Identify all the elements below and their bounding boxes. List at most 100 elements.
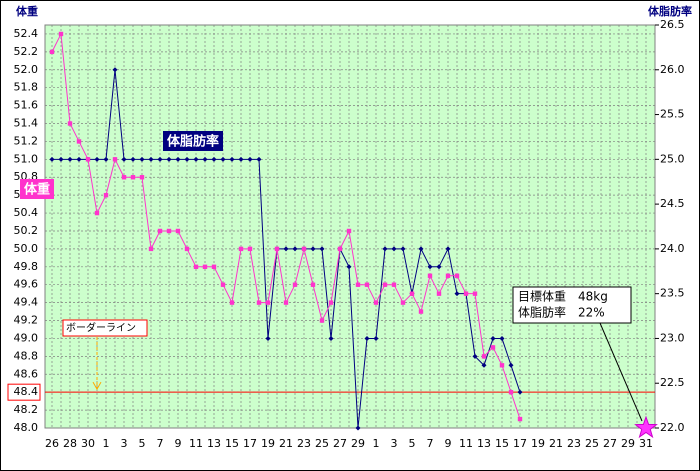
y-tick-label: 48.8 — [14, 349, 39, 362]
point — [85, 157, 91, 162]
y-tick-label: 48.6 — [14, 367, 39, 380]
point — [508, 389, 514, 395]
y2-tick-label: 23.0 — [660, 331, 685, 344]
point — [211, 264, 217, 269]
point — [472, 291, 478, 296]
legend-label: 体脂肪率 — [167, 134, 219, 150]
point — [247, 156, 253, 162]
target-label: 体脂肪率 22% — [518, 305, 605, 320]
point — [94, 156, 100, 162]
point — [481, 354, 487, 359]
target-label: 目標体重 48kg — [518, 290, 608, 304]
y-tick-label: 48.0 — [14, 421, 39, 434]
y-tick-label: 48.2 — [14, 403, 39, 416]
y-tick-label: 49.4 — [14, 296, 39, 309]
x-tick-label: 5 — [409, 437, 416, 450]
legend-box — [20, 179, 54, 199]
x-tick-label: 19 — [531, 437, 545, 450]
x-tick-label: 29 — [351, 437, 365, 450]
point — [58, 31, 64, 37]
y2-axis-title: 体脂肪率 — [648, 4, 692, 18]
point — [382, 246, 388, 252]
y2-tick-label: 23.5 — [660, 287, 685, 300]
y-tick-label: 51.8 — [14, 81, 39, 94]
point — [238, 246, 244, 252]
point — [157, 228, 163, 234]
y2-tick-label: 22.5 — [660, 376, 685, 389]
point — [364, 282, 370, 287]
y-tick-label: 49.6 — [14, 278, 39, 291]
y2-tick-label: 24.0 — [660, 242, 685, 255]
x-tick-label: 27 — [603, 437, 617, 450]
y2-tick-label: 24.5 — [660, 197, 685, 210]
point — [112, 67, 118, 73]
point — [121, 175, 127, 180]
y2-tick-label: 25.5 — [660, 108, 685, 121]
target-arrow — [599, 322, 643, 422]
point — [400, 246, 406, 252]
border-arrow-head — [92, 381, 102, 391]
point — [427, 273, 433, 278]
point — [112, 157, 118, 162]
y-tick-label: 49.0 — [14, 331, 39, 344]
x-tick-label: 25 — [315, 437, 329, 450]
point — [166, 156, 172, 162]
point — [364, 335, 370, 341]
x-tick-label: 1 — [103, 437, 110, 450]
x-tick-label: 28 — [63, 437, 77, 450]
border-label: ボーダーライン — [66, 321, 136, 334]
y-tick-label: 51.6 — [14, 99, 39, 112]
y-tick-label: 52.0 — [14, 63, 39, 76]
y2-tick-label: 25.0 — [660, 152, 685, 165]
point — [256, 156, 262, 162]
x-tick-label: 5 — [139, 437, 146, 450]
point — [121, 156, 127, 162]
point — [490, 345, 496, 350]
point — [355, 282, 361, 287]
x-tick-label: 17 — [243, 437, 257, 450]
point — [310, 246, 316, 252]
point — [274, 246, 280, 252]
y-tick-label: 48.4 — [14, 385, 39, 398]
point — [238, 156, 244, 162]
y2-tick-label: 26.0 — [660, 63, 685, 76]
point — [373, 300, 379, 305]
point — [139, 156, 145, 162]
x-tick-label: 29 — [621, 437, 635, 450]
x-tick-label: 13 — [477, 437, 491, 450]
x-tick-label: 13 — [207, 437, 221, 450]
x-tick-label: 21 — [279, 437, 293, 450]
point — [445, 273, 451, 278]
point — [454, 273, 460, 278]
point — [229, 300, 235, 305]
x-tick-label: 23 — [567, 437, 581, 450]
point — [103, 192, 109, 198]
x-tick-label: 19 — [261, 437, 275, 450]
point — [130, 156, 136, 162]
y-tick-label: 51.0 — [14, 152, 39, 165]
point — [490, 335, 496, 341]
x-tick-label: 7 — [157, 437, 164, 450]
x-tick-label: 3 — [121, 437, 128, 450]
point — [346, 228, 352, 234]
point — [184, 156, 190, 162]
y-tick-label: 50.2 — [14, 224, 39, 237]
x-tick-label: 15 — [225, 437, 239, 450]
x-tick-label: 31 — [639, 437, 653, 450]
y-tick-label: 52.4 — [14, 27, 39, 40]
point — [355, 425, 361, 431]
point — [517, 389, 523, 395]
point — [202, 264, 208, 269]
point — [103, 156, 109, 162]
point — [391, 282, 397, 287]
point — [157, 156, 163, 162]
target-star — [634, 415, 658, 439]
x-tick-label: 17 — [513, 437, 527, 450]
point — [436, 264, 442, 270]
x-tick-label: 11 — [189, 437, 203, 450]
x-tick-label: 7 — [427, 437, 434, 450]
y-tick-label: 49.2 — [14, 314, 39, 327]
point — [256, 300, 262, 305]
point — [499, 363, 505, 368]
point — [220, 156, 226, 162]
